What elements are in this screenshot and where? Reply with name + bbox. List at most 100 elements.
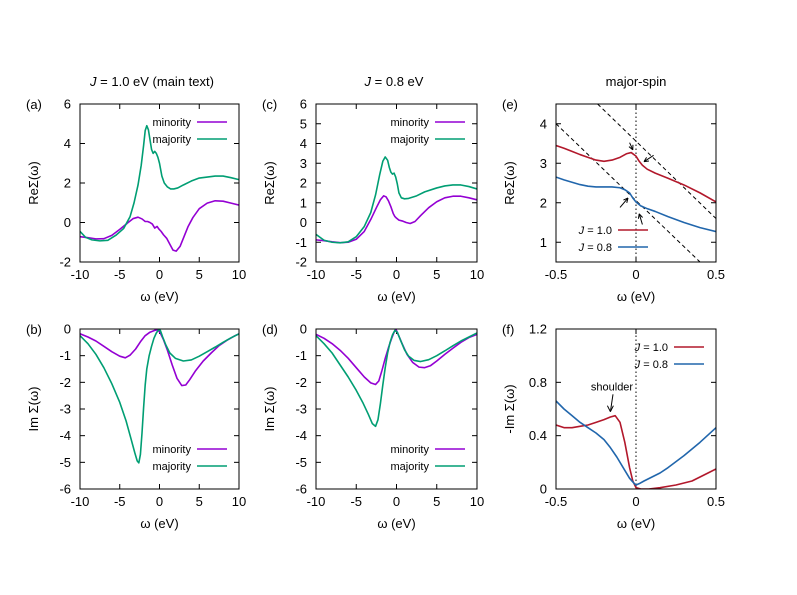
y-tick-label: -1 xyxy=(295,348,307,363)
x-tick-label: 0 xyxy=(393,494,400,509)
y-axis-label: ReΣ(ω) xyxy=(26,161,41,204)
x-tick-label: 0 xyxy=(632,494,639,509)
y-tick-label: 0.4 xyxy=(529,428,547,443)
series-line-1 xyxy=(80,329,239,387)
y-tick-label: 5 xyxy=(300,116,307,131)
y-axis-label: Im Σ(ω) xyxy=(26,387,41,432)
x-tick-label: 5 xyxy=(433,267,440,282)
plot-frame xyxy=(555,103,717,263)
x-axis-label: ω (eV) xyxy=(617,516,655,531)
legend-label: minority xyxy=(152,444,191,456)
series-line-2 xyxy=(316,156,477,244)
legend-label: minority xyxy=(152,117,191,129)
y-tick-label: 1 xyxy=(540,235,547,250)
series-line-1 xyxy=(316,329,477,386)
y-axis-label: ReΣ(ω) xyxy=(502,161,517,204)
panel-a: (a) -10 -5 0 5 10 -2 0 2 4 6 ω (eV) ReΣ(ω) minority ma… xyxy=(26,97,246,305)
series-line-1 xyxy=(80,199,239,252)
x-tick-label: 10 xyxy=(470,267,484,282)
y-tick-label: -2 xyxy=(295,255,307,270)
x-tick-label: 0 xyxy=(393,267,400,282)
arrow xyxy=(629,142,634,151)
x-axis-label: ω (eV) xyxy=(140,289,178,304)
panel-label: (a) xyxy=(26,97,42,112)
y-tick-label: 1 xyxy=(300,195,307,210)
legend-label: majority xyxy=(390,134,429,146)
plot-frame xyxy=(315,328,478,490)
column-title-2: J = 0.8 eV xyxy=(364,74,424,89)
x-axis-label: ω (eV) xyxy=(377,516,415,531)
legend-label: J = 1.0 xyxy=(578,225,612,237)
arrow-head xyxy=(628,144,634,151)
arrow-head xyxy=(623,197,629,203)
x-tick-label: -5 xyxy=(350,494,362,509)
legend-label: J = 1.0 xyxy=(634,342,668,354)
legend-label: minority xyxy=(390,117,429,129)
x-tick-label: 5 xyxy=(196,267,203,282)
x-tick-label: 10 xyxy=(470,494,484,509)
legend-label: J = 0.8 xyxy=(578,242,612,254)
x-tick-label: 0 xyxy=(632,267,639,282)
y-tick-label: 2 xyxy=(64,176,71,191)
panel-label: (d) xyxy=(262,322,278,337)
panel-e: (e) -0.5 0 0.5 1 2 3 4 ω (eV) ReΣ(ω) J = 1.0 J = 0.… xyxy=(502,97,725,304)
plot-frame xyxy=(555,328,717,490)
series-line-2 xyxy=(80,124,239,242)
y-tick-label: -2 xyxy=(59,255,71,270)
x-tick-label: -0.5 xyxy=(545,494,567,509)
arrow xyxy=(643,154,654,163)
y-axis-label: ReΣ(ω) xyxy=(262,161,277,204)
annotation-text: shoulder xyxy=(591,381,634,393)
x-tick-label: -5 xyxy=(114,494,126,509)
panel-label: (e) xyxy=(502,97,518,112)
arrow xyxy=(638,213,643,225)
series-line-1 xyxy=(556,414,716,489)
column-titles: J = 1.0 eV (main text) J = 0.8 eV major-sp… xyxy=(89,74,666,89)
legend-label: majority xyxy=(152,461,191,473)
y-tick-label: 3 xyxy=(540,156,547,171)
panel-label: (f) xyxy=(502,322,514,337)
x-tick-label: 0.5 xyxy=(707,267,725,282)
y-tick-label: 2 xyxy=(540,195,547,210)
x-tick-label: 10 xyxy=(232,267,246,282)
series-line-2 xyxy=(556,400,716,486)
series-line-1 xyxy=(556,144,716,203)
x-tick-label: 0 xyxy=(156,267,163,282)
x-axis-label: ω (eV) xyxy=(140,516,178,531)
y-tick-label: -1 xyxy=(295,235,307,250)
y-tick-label: 4 xyxy=(300,136,307,151)
x-axis-label: ω (eV) xyxy=(617,289,655,304)
y-tick-label: -3 xyxy=(59,402,71,417)
y-axis-label: -Im Σ(ω) xyxy=(502,384,517,433)
y-tick-label: -2 xyxy=(59,375,71,390)
y-tick-label: 0 xyxy=(64,322,71,337)
y-tick-label: -5 xyxy=(59,455,71,470)
x-axis-label: ω (eV) xyxy=(377,289,415,304)
x-tick-label: -10 xyxy=(71,494,90,509)
y-tick-label: 6 xyxy=(300,97,307,112)
y-tick-label: -6 xyxy=(59,482,71,497)
y-tick-label: 4 xyxy=(540,116,547,131)
x-tick-label: -5 xyxy=(114,267,126,282)
arrow-head xyxy=(643,157,650,163)
y-tick-label: -4 xyxy=(59,428,71,443)
y-tick-label: 0.8 xyxy=(529,375,547,390)
x-tick-label: 0 xyxy=(156,494,163,509)
dashed-guide-line xyxy=(597,104,716,219)
y-tick-label: -2 xyxy=(295,375,307,390)
y-tick-label: 0 xyxy=(64,215,71,230)
y-tick-label: -4 xyxy=(295,428,307,443)
x-tick-label: -10 xyxy=(307,494,326,509)
x-tick-label: 5 xyxy=(196,494,203,509)
panel-label: (c) xyxy=(262,97,277,112)
series-line-2 xyxy=(556,176,716,233)
plot-frame xyxy=(79,328,240,490)
arrow xyxy=(619,197,629,208)
x-tick-label: -10 xyxy=(71,267,90,282)
y-tick-label: 6 xyxy=(64,97,71,112)
plot-frame xyxy=(79,103,240,263)
